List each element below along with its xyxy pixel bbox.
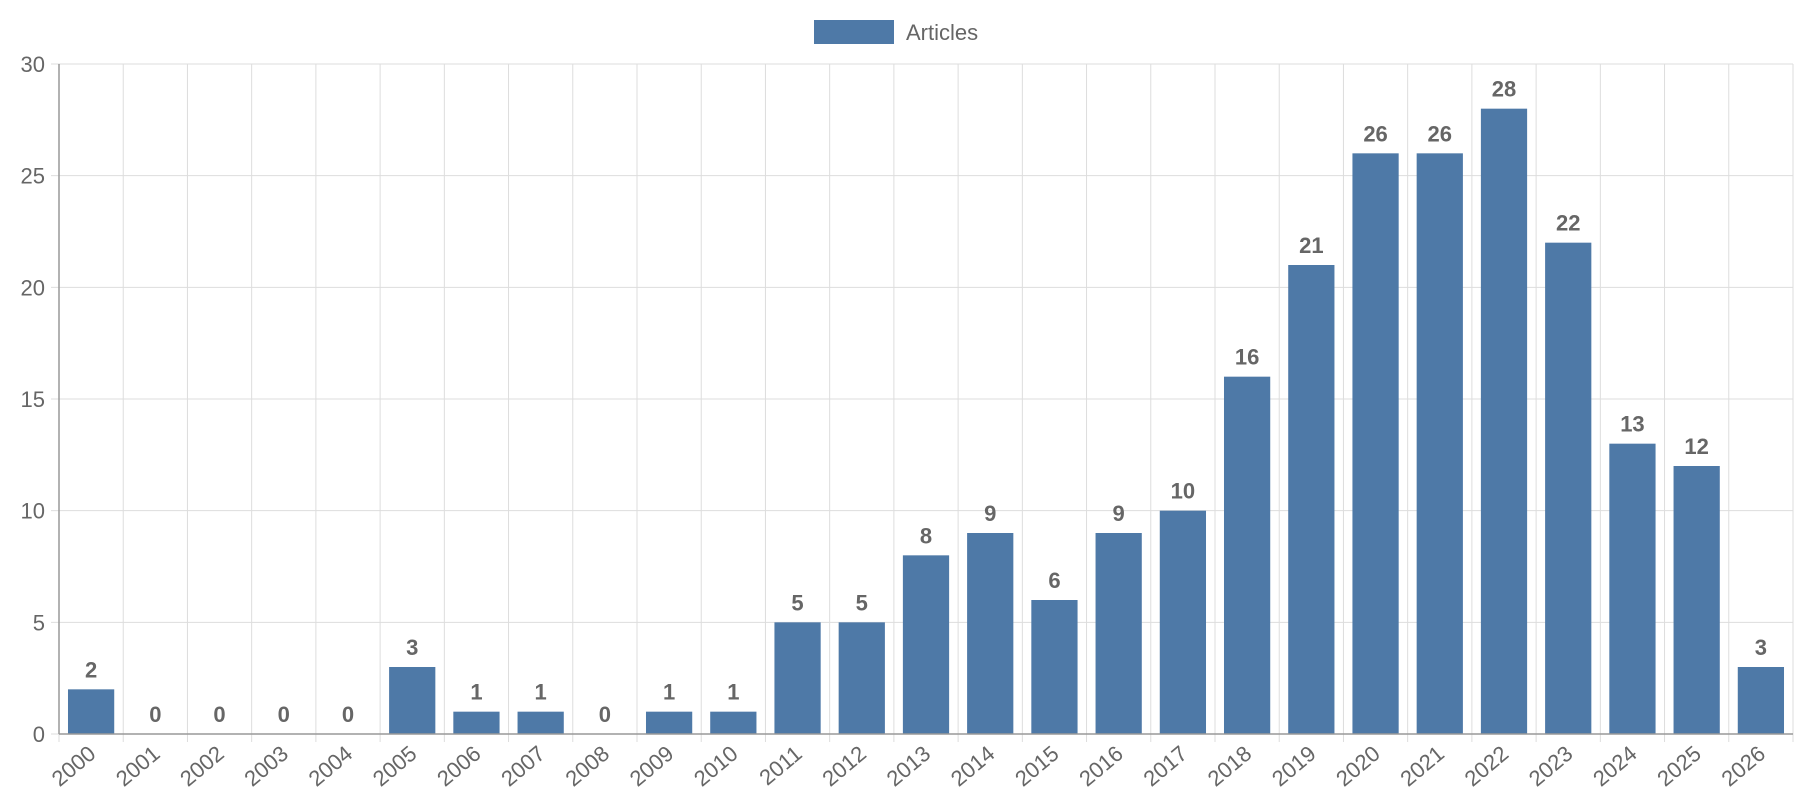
- data-label-2012: 5: [856, 590, 868, 615]
- x-tick-label-2009: 2009: [625, 741, 679, 792]
- data-label-2001: 0: [149, 702, 161, 727]
- data-label-2007: 1: [535, 680, 547, 705]
- bar-2024[interactable]: [1609, 443, 1656, 734]
- y-tick-label: 10: [21, 499, 45, 524]
- y-tick-label: 25: [21, 164, 45, 189]
- x-tick-label-2022: 2022: [1460, 741, 1514, 792]
- x-tick-label-2008: 2008: [561, 741, 615, 792]
- legend-label-articles[interactable]: Articles: [906, 20, 978, 45]
- bar-2015[interactable]: [1031, 600, 1078, 734]
- bars: [67, 108, 1785, 735]
- legend-swatch-articles[interactable]: [814, 20, 894, 44]
- data-label-2018: 16: [1235, 345, 1259, 370]
- x-tick-label-2023: 2023: [1524, 741, 1578, 792]
- x-tick-label-2018: 2018: [1203, 741, 1257, 792]
- x-tick-label-2021: 2021: [1395, 741, 1449, 792]
- y-tick-label: 5: [33, 610, 45, 635]
- y-tick-label: 30: [21, 52, 45, 77]
- data-label-2022: 28: [1492, 77, 1516, 102]
- x-tick-label-2010: 2010: [689, 741, 743, 792]
- data-label-2009: 1: [663, 680, 675, 705]
- bar-2010[interactable]: [710, 711, 757, 734]
- x-tick-label-2015: 2015: [1010, 741, 1064, 792]
- x-tick-label-2005: 2005: [368, 741, 422, 792]
- y-tick-label: 20: [21, 275, 45, 300]
- x-tick-label-2024: 2024: [1588, 741, 1642, 792]
- x-tick-label-2004: 2004: [304, 741, 358, 792]
- bar-2006[interactable]: [453, 711, 500, 734]
- data-label-2006: 1: [470, 680, 482, 705]
- bar-2011[interactable]: [774, 622, 821, 734]
- data-label-2003: 0: [278, 702, 290, 727]
- data-label-2002: 0: [213, 702, 225, 727]
- x-tick-labels: 2000 2001 2002 2003 2004 2005 2006 2007 2008 2009…: [47, 741, 1770, 792]
- bar-2018[interactable]: [1223, 376, 1271, 734]
- x-tick-label-2025: 2025: [1652, 741, 1706, 792]
- x-tick-label-2026: 2026: [1717, 741, 1771, 792]
- x-tick-label-2014: 2014: [946, 741, 1000, 792]
- data-label-2000: 2: [85, 657, 97, 682]
- bar-2020[interactable]: [1352, 153, 1399, 735]
- data-label-2021: 26: [1428, 121, 1452, 146]
- x-tick-label-2006: 2006: [432, 741, 486, 792]
- x-tick-label-2019: 2019: [1267, 741, 1321, 792]
- bar-2022[interactable]: [1480, 108, 1528, 734]
- legend[interactable]: Articles: [814, 20, 978, 45]
- data-label-2023: 22: [1556, 211, 1580, 236]
- x-tick-label-2007: 2007: [496, 741, 550, 792]
- data-label-2010: 1: [727, 680, 739, 705]
- x-tick-label-2016: 2016: [1074, 741, 1128, 792]
- axes: [51, 63, 1794, 742]
- data-label-2020: 26: [1363, 121, 1387, 146]
- bar-2005[interactable]: [389, 667, 436, 734]
- data-label-2025: 12: [1684, 434, 1708, 459]
- bar-2007[interactable]: [517, 711, 564, 734]
- bar-2019[interactable]: [1288, 265, 1335, 734]
- bar-2023[interactable]: [1545, 242, 1592, 734]
- data-label-2011: 5: [791, 590, 803, 615]
- x-tick-label-2003: 2003: [239, 741, 293, 792]
- data-label-2026: 3: [1755, 635, 1767, 660]
- data-label-2013: 8: [920, 523, 932, 548]
- x-tick-label-2001: 2001: [111, 741, 165, 792]
- data-label-2019: 21: [1299, 233, 1323, 258]
- x-tick-label-2017: 2017: [1139, 741, 1193, 792]
- bar-2014[interactable]: [967, 533, 1014, 734]
- x-tick-label-2002: 2002: [175, 741, 229, 792]
- bar-2025[interactable]: [1673, 466, 1720, 734]
- bar-2026[interactable]: [1737, 667, 1785, 734]
- bar-2016[interactable]: [1095, 533, 1142, 734]
- x-tick-label-2000: 2000: [47, 741, 101, 792]
- data-label-2008: 0: [599, 702, 611, 727]
- y-tick-labels: 0 5 10 15 20 25 30: [21, 52, 45, 747]
- bar-2009[interactable]: [645, 711, 693, 734]
- data-label-2015: 6: [1048, 568, 1060, 593]
- data-label-2014: 9: [984, 501, 996, 526]
- bar-2000[interactable]: [67, 689, 115, 734]
- data-label-2005: 3: [406, 635, 418, 660]
- bar-2021[interactable]: [1416, 153, 1463, 735]
- data-label-2024: 13: [1620, 412, 1644, 437]
- bar-2017[interactable]: [1159, 510, 1207, 734]
- y-tick-label: 0: [33, 722, 45, 747]
- grid-lines: [58, 63, 1794, 735]
- y-tick-label: 15: [21, 387, 45, 412]
- x-tick-label-2020: 2020: [1331, 741, 1385, 792]
- data-label-2004: 0: [342, 702, 354, 727]
- data-label-2017: 10: [1171, 479, 1195, 504]
- data-label-2016: 9: [1113, 501, 1125, 526]
- x-tick-label-2011: 2011: [754, 741, 806, 791]
- x-tick-label-2012: 2012: [817, 741, 871, 792]
- bar-2013[interactable]: [902, 555, 950, 734]
- x-tick-label-2013: 2013: [882, 741, 936, 792]
- bar-2012[interactable]: [838, 622, 885, 734]
